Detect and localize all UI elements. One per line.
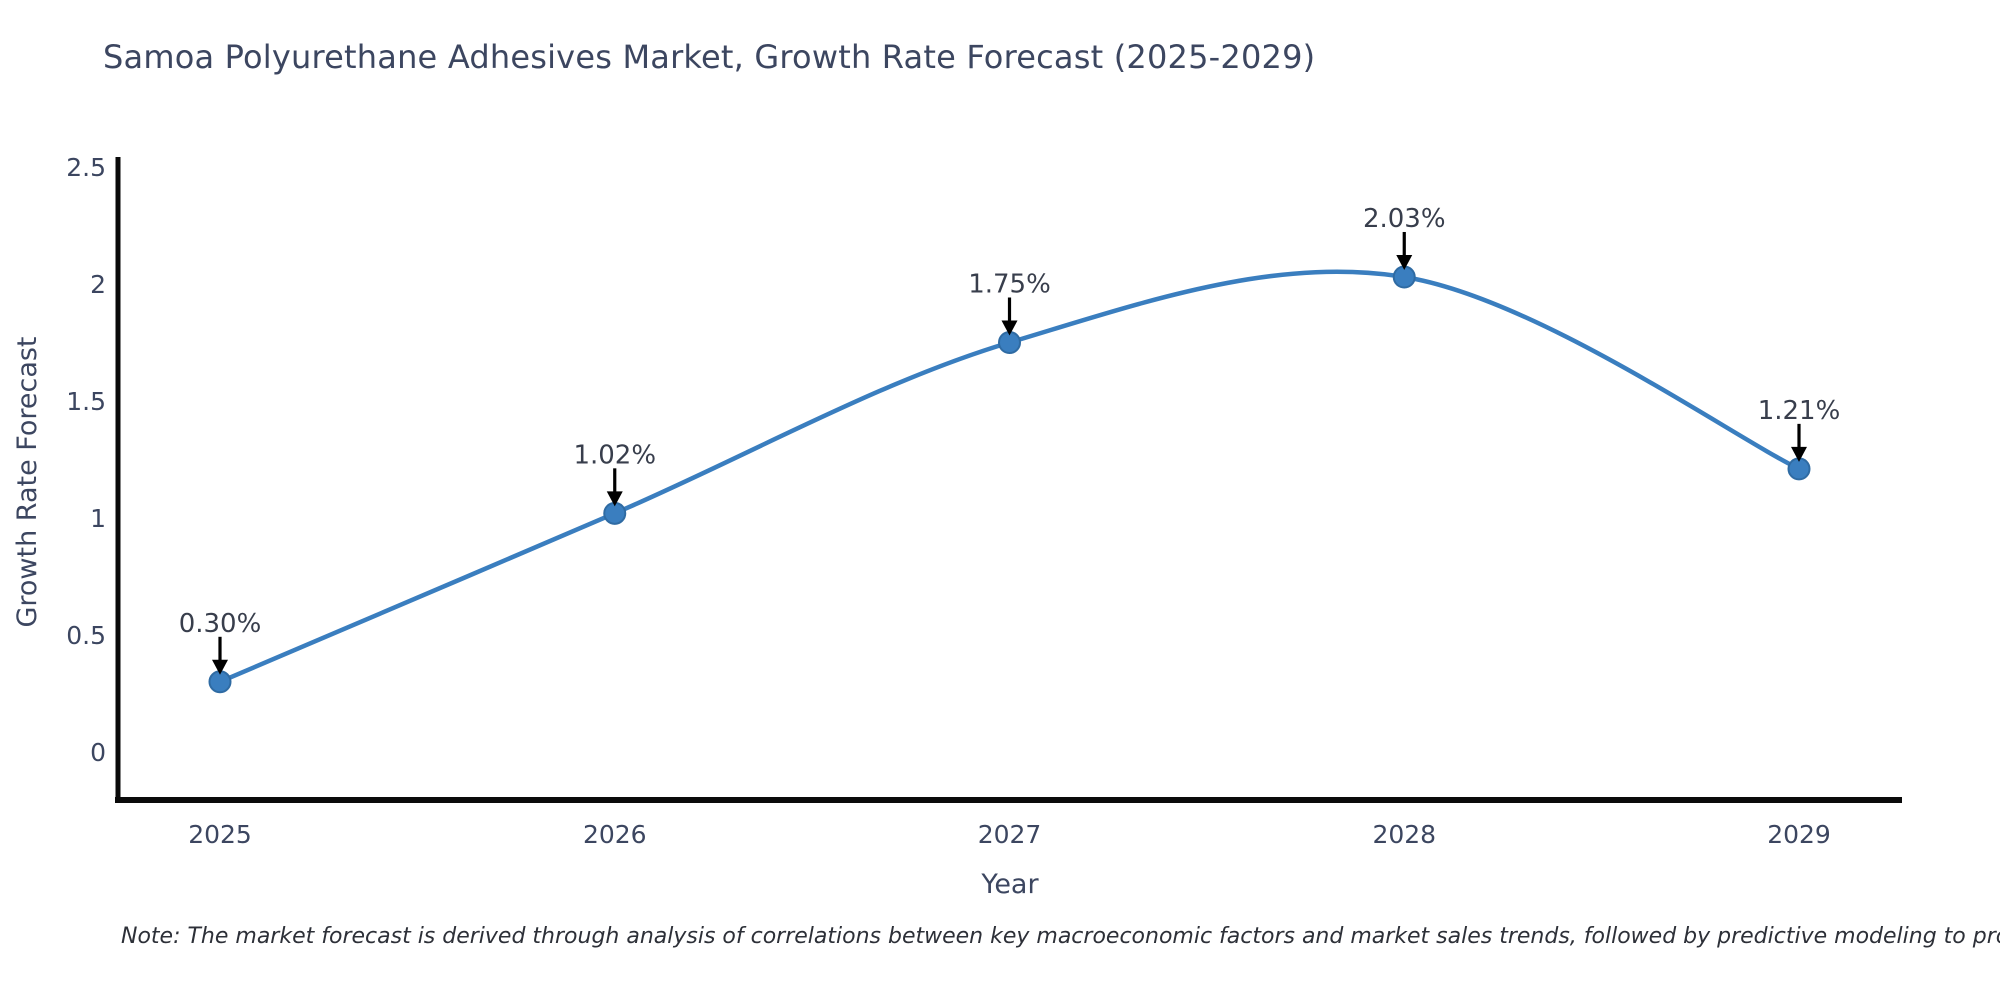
- annotation-arrow-head: [1791, 446, 1807, 462]
- x-tick-label: 2026: [583, 820, 647, 849]
- y-tick-label: 2.5: [66, 153, 106, 182]
- footnote: Note: The market forecast is derived thr…: [121, 924, 2000, 949]
- annotation-arrow-head: [606, 491, 623, 507]
- x-tick-label: 2029: [1767, 820, 1831, 849]
- data-point-label: 1.21%: [1758, 396, 1841, 426]
- x-tick-label: 2025: [188, 820, 252, 849]
- data-point-label: 0.30%: [179, 609, 262, 639]
- data-point-label: 2.03%: [1363, 204, 1446, 234]
- x-tick-label: 2028: [1372, 820, 1436, 849]
- data-point-label: 1.02%: [573, 440, 656, 470]
- x-axis-title: Year: [980, 869, 1039, 900]
- y-tick-label: 0.5: [66, 621, 106, 650]
- y-tick-label: 0: [90, 738, 106, 767]
- y-tick-label: 2: [90, 270, 106, 299]
- y-tick-label: 1: [90, 504, 106, 533]
- data-point-label: 1.75%: [968, 270, 1051, 300]
- chart-title: Samoa Polyurethane Adhesives Market, Gro…: [103, 38, 1316, 76]
- x-tick-label: 2027: [978, 820, 1042, 849]
- annotation-arrow-head: [1001, 320, 1018, 336]
- y-axis-title: Growth Rate Forecast: [12, 336, 43, 627]
- annotation-arrow-head: [212, 659, 228, 675]
- annotation-arrow-head: [1396, 254, 1413, 270]
- y-tick-label: 1.5: [66, 387, 106, 416]
